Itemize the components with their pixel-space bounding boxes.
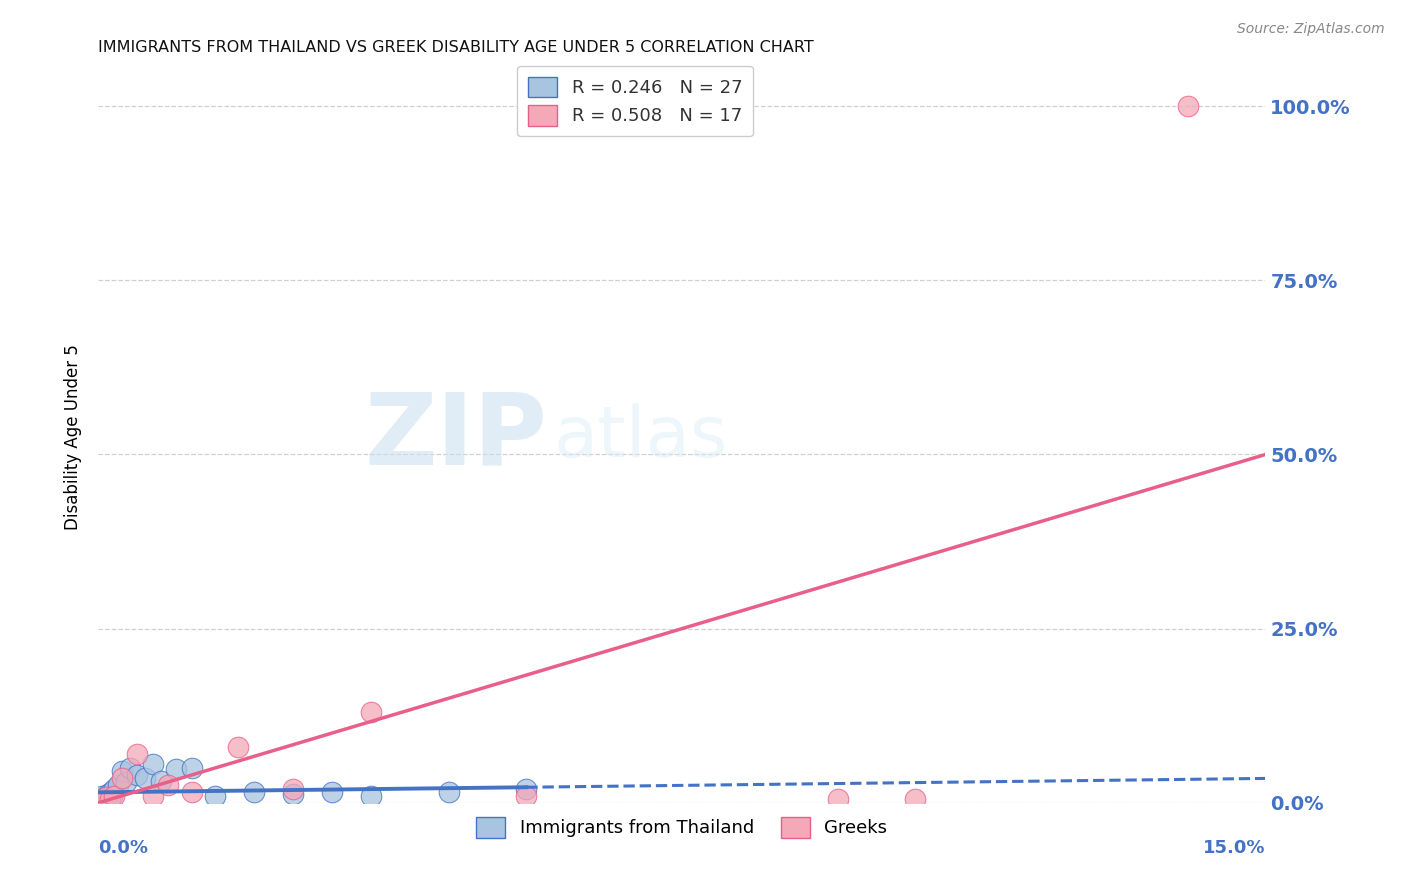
- Text: atlas: atlas: [554, 402, 728, 472]
- Point: [93, 792, 115, 806]
- Point: [437, 785, 460, 799]
- Point: [89, 794, 111, 808]
- Text: 15.0%: 15.0%: [1204, 839, 1265, 857]
- Point: [281, 781, 304, 796]
- Point: [281, 788, 304, 802]
- Point: [90, 789, 112, 803]
- Point: [149, 773, 172, 788]
- Point: [515, 789, 537, 803]
- Point: [321, 785, 343, 799]
- Point: [96, 790, 118, 805]
- Point: [107, 778, 129, 792]
- Point: [360, 789, 382, 803]
- Point: [100, 785, 122, 799]
- Text: IMMIGRANTS FROM THAILAND VS GREEK DISABILITY AGE UNDER 5 CORRELATION CHART: IMMIGRANTS FROM THAILAND VS GREEK DISABI…: [98, 40, 814, 55]
- Point: [1177, 99, 1199, 113]
- Text: Source: ZipAtlas.com: Source: ZipAtlas.com: [1237, 22, 1385, 37]
- Point: [180, 761, 202, 775]
- Point: [142, 757, 165, 772]
- Point: [103, 789, 125, 803]
- Legend: Immigrants from Thailand, Greeks: Immigrants from Thailand, Greeks: [470, 810, 894, 845]
- Point: [360, 705, 382, 719]
- Y-axis label: Disability Age Under 5: Disability Age Under 5: [65, 344, 83, 530]
- Point: [101, 789, 124, 803]
- Text: 0.0%: 0.0%: [98, 839, 149, 857]
- Point: [157, 778, 180, 792]
- Point: [204, 789, 226, 803]
- Point: [103, 781, 125, 796]
- Point: [96, 790, 118, 805]
- Point: [180, 785, 202, 799]
- Text: ZIP: ZIP: [364, 389, 548, 485]
- Point: [904, 792, 927, 806]
- Point: [89, 792, 111, 806]
- Point: [97, 788, 120, 802]
- Point: [134, 772, 156, 786]
- Point: [91, 794, 114, 808]
- Point: [127, 747, 149, 761]
- Point: [91, 792, 114, 806]
- Point: [114, 775, 136, 789]
- Point: [142, 789, 165, 803]
- Point: [127, 768, 149, 782]
- Point: [118, 761, 141, 775]
- Point: [827, 792, 849, 806]
- Point: [111, 772, 134, 786]
- Point: [165, 763, 187, 777]
- Point: [111, 764, 134, 779]
- Point: [98, 792, 121, 806]
- Point: [515, 781, 537, 796]
- Point: [243, 785, 266, 799]
- Point: [98, 792, 121, 806]
- Point: [228, 740, 250, 755]
